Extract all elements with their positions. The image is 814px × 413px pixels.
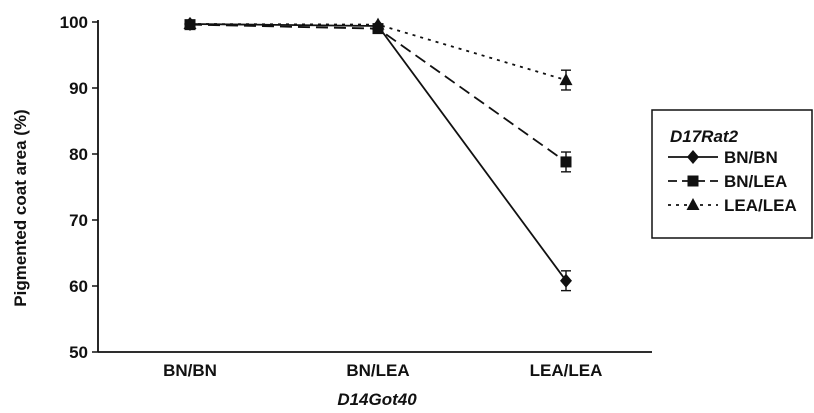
y-tick-label: 60 <box>69 277 88 296</box>
x-axis-ticks: BN/BN BN/LEA LEA/LEA <box>163 361 602 380</box>
data-point <box>560 273 572 288</box>
y-tick-label: 50 <box>69 343 88 362</box>
series-line <box>189 23 567 163</box>
y-tick-label: 90 <box>69 79 88 98</box>
x-tick-label: LEA/LEA <box>530 361 603 380</box>
y-axis-ticks: 50 60 70 80 90 100 <box>60 13 98 362</box>
y-tick-label: 70 <box>69 211 88 230</box>
x-tick-label: BN/LEA <box>346 361 409 380</box>
data-point <box>184 16 196 31</box>
data-point <box>560 156 572 168</box>
x-axis-title: D14Got40 <box>337 390 417 409</box>
legend-title: D17Rat2 <box>670 127 739 146</box>
legend-marker <box>687 175 699 187</box>
series-bn-lea <box>184 19 572 173</box>
legend-label: BN/BN <box>724 148 778 167</box>
y-tick-label: 80 <box>69 145 88 164</box>
legend-entries: BN/BN BN/LEA LEA/LEA <box>668 148 797 215</box>
series-line <box>189 23 567 282</box>
x-tick-label: BN/BN <box>163 361 217 380</box>
data-point <box>372 18 384 33</box>
legend-label: LEA/LEA <box>724 196 797 215</box>
legend-box <box>651 109 813 239</box>
legend-label: BN/LEA <box>724 172 787 191</box>
series-bn-bn <box>184 16 572 292</box>
chart-axes <box>97 20 652 353</box>
series-layer <box>183 16 573 292</box>
y-axis-title: Pigmented coat area (%) <box>11 109 30 306</box>
legend-marker <box>687 150 699 164</box>
y-tick-label: 100 <box>60 13 88 32</box>
legend: D17Rat2 BN/BN BN/LEA LEA/LEA <box>651 109 813 239</box>
data-point <box>559 73 573 86</box>
legend-marker <box>686 198 700 210</box>
